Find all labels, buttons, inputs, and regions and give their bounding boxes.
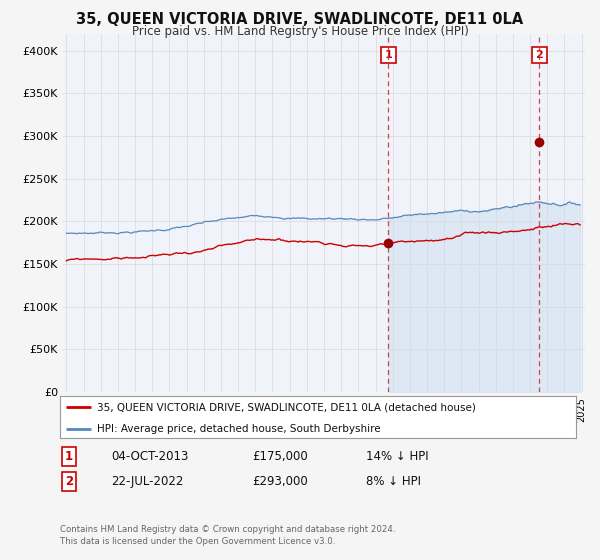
- Text: Price paid vs. HM Land Registry's House Price Index (HPI): Price paid vs. HM Land Registry's House …: [131, 25, 469, 38]
- Text: HPI: Average price, detached house, South Derbyshire: HPI: Average price, detached house, Sout…: [97, 424, 381, 433]
- Text: 14% ↓ HPI: 14% ↓ HPI: [366, 450, 428, 463]
- Text: 35, QUEEN VICTORIA DRIVE, SWADLINCOTE, DE11 0LA (detached house): 35, QUEEN VICTORIA DRIVE, SWADLINCOTE, D…: [97, 402, 476, 412]
- Text: Contains HM Land Registry data © Crown copyright and database right 2024.: Contains HM Land Registry data © Crown c…: [60, 525, 395, 534]
- Text: 35, QUEEN VICTORIA DRIVE, SWADLINCOTE, DE11 0LA: 35, QUEEN VICTORIA DRIVE, SWADLINCOTE, D…: [76, 12, 524, 27]
- Text: 2: 2: [65, 475, 73, 488]
- Text: 8% ↓ HPI: 8% ↓ HPI: [366, 475, 421, 488]
- Text: £175,000: £175,000: [252, 450, 308, 463]
- Text: £293,000: £293,000: [252, 475, 308, 488]
- Text: 2: 2: [536, 50, 544, 60]
- Text: This data is licensed under the Open Government Licence v3.0.: This data is licensed under the Open Gov…: [60, 537, 335, 546]
- Text: 1: 1: [65, 450, 73, 463]
- Text: 22-JUL-2022: 22-JUL-2022: [111, 475, 184, 488]
- Text: 04-OCT-2013: 04-OCT-2013: [111, 450, 188, 463]
- Text: 1: 1: [385, 50, 392, 60]
